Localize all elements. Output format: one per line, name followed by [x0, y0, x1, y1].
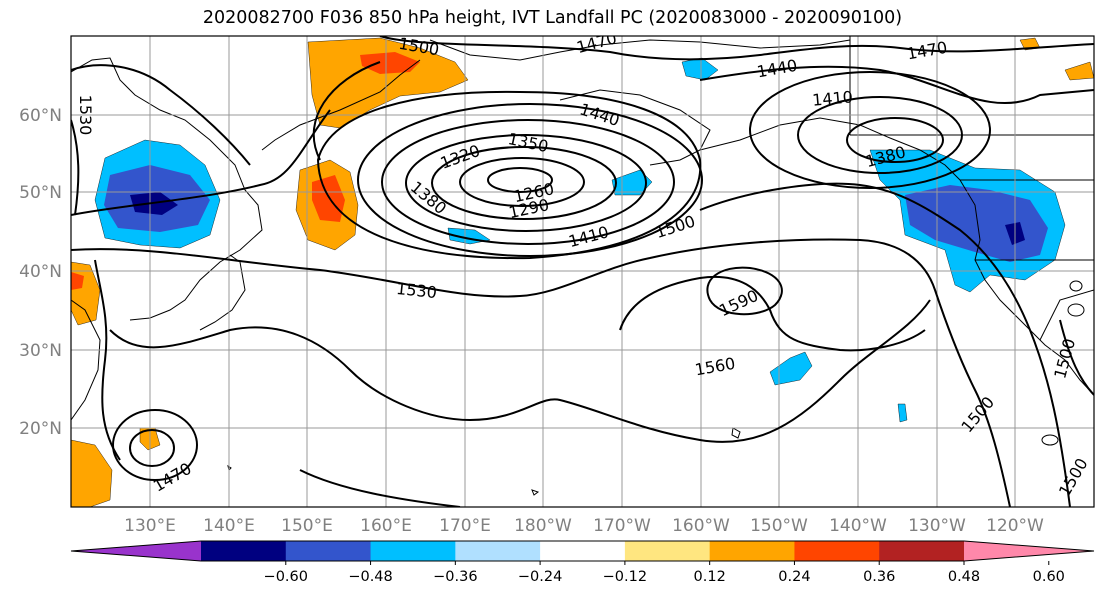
coastline [71, 299, 101, 421]
colorbar-segment [794, 541, 880, 561]
height-contour [112, 409, 198, 481]
height-contour [459, 157, 585, 207]
colorbar-segment [285, 541, 372, 561]
colorbar-segment [879, 541, 965, 561]
colorbar-tick-label: −0.24 [518, 569, 562, 585]
contour-labels: 1320 1350 1380 1260 1290 1410 1440 1470 … [76, 34, 1092, 500]
island [1041, 434, 1059, 446]
island [1069, 280, 1083, 292]
lon-label: 160°W [672, 516, 730, 536]
height-contour [619, 275, 926, 352]
height-contour [71, 109, 1071, 507]
lat-label: 40°N [19, 262, 62, 282]
height-contour [94, 259, 121, 461]
height-contour [431, 146, 617, 220]
colorbar-outline [70, 540, 1095, 562]
map-border [70, 35, 1095, 508]
ivt-positive-region [71, 439, 113, 507]
colorbar-tick-label: 0.12 [694, 569, 726, 585]
contour-label: 1500 [397, 34, 440, 60]
height-contours [71, 36, 1094, 507]
colorbar-tick-label: 0.60 [1033, 569, 1065, 585]
lon-label: 170°E [439, 516, 491, 536]
ivt-positive-region [1064, 61, 1094, 81]
ivt-negative-region [769, 351, 813, 386]
lon-label: 160°E [360, 516, 412, 536]
height-contour [706, 266, 783, 316]
coastline [559, 89, 711, 166]
colorbar-tick-label: 0.24 [778, 569, 810, 585]
map-title: 2020082700 F036 850 hPa height, IVT Land… [202, 8, 903, 28]
height-contour [797, 96, 963, 174]
island [731, 427, 741, 439]
colorbar-extend-high [964, 541, 1094, 561]
height-contour [129, 429, 175, 467]
height-contour [846, 117, 944, 163]
coastline [1039, 289, 1094, 341]
height-contour [381, 119, 675, 245]
lon-label: 130°E [124, 516, 176, 536]
height-contour [71, 64, 251, 166]
island [531, 489, 540, 496]
ivt-positive-region [360, 52, 420, 74]
height-contour [71, 238, 1011, 507]
colorbar-tick-label: −0.60 [264, 569, 308, 585]
latitude-labels: 60°N 50°N 40°N 30°N 20°N [19, 106, 62, 439]
colorbar-segment [624, 541, 711, 561]
colorbar-tick-label: −0.12 [603, 569, 647, 585]
colorbar-tick-label: −0.36 [433, 569, 477, 585]
longitude-labels: 130°E 140°E 150°E 160°E 170°E 180°W 170°… [124, 516, 1044, 536]
map-content: 1320 1350 1380 1260 1290 1410 1440 1470 … [71, 34, 1094, 507]
lon-label: 150°E [281, 516, 333, 536]
colorbar-tick-label: 0.36 [863, 569, 895, 585]
ivt-positive-region [307, 37, 469, 129]
height-contour [1059, 319, 1094, 396]
colorbar-tick-label: −0.48 [348, 569, 392, 585]
ivt-positive-shading [71, 37, 1094, 507]
height-contour [405, 134, 647, 232]
lon-label: 150°W [750, 516, 808, 536]
contour-label: 1410 [811, 87, 853, 109]
island [1067, 303, 1085, 317]
coastline [71, 57, 263, 321]
lon-label: 130°W [908, 516, 966, 536]
coastline [429, 39, 851, 61]
colorbar-segment [201, 541, 287, 561]
lat-label: 20°N [19, 419, 62, 439]
lon-label: 120°W [986, 516, 1044, 536]
colorbar-tick-label: 0.48 [948, 569, 980, 585]
height-contour [379, 36, 1094, 61]
colorbar-segment [455, 541, 541, 561]
coastline [849, 36, 1094, 136]
coastline [261, 59, 421, 151]
lon-label: 140°W [829, 516, 887, 536]
colorbar-segment [709, 541, 795, 561]
height-contour [71, 119, 80, 216]
lat-label: 30°N [19, 341, 62, 361]
height-contour [487, 167, 553, 193]
height-contour [109, 299, 931, 443]
lon-label: 180°W [514, 516, 572, 536]
colorbar-extend-low [71, 541, 201, 561]
height-contour [312, 61, 1094, 161]
contour-label: 1530 [76, 95, 95, 136]
lon-label: 170°W [593, 516, 651, 536]
ivt-negative-region [897, 403, 908, 423]
lon-label: 140°E [203, 516, 255, 536]
ivt-positive-region [71, 272, 84, 290]
colorbar-segment [370, 541, 456, 561]
contour-label: 1530 [395, 279, 437, 302]
lat-label: 50°N [19, 183, 62, 203]
lat-label: 60°N [19, 106, 62, 126]
height-contour [316, 90, 702, 260]
height-contour [749, 71, 991, 189]
height-contour [357, 103, 703, 257]
colorbar-segment [540, 541, 626, 561]
height-contour [299, 469, 461, 507]
colorbar: −0.60 −0.48 −0.36 −0.24 −0.12 0.12 0.24 0.36 0.4… [70, 540, 1095, 585]
coastline [959, 179, 1094, 396]
